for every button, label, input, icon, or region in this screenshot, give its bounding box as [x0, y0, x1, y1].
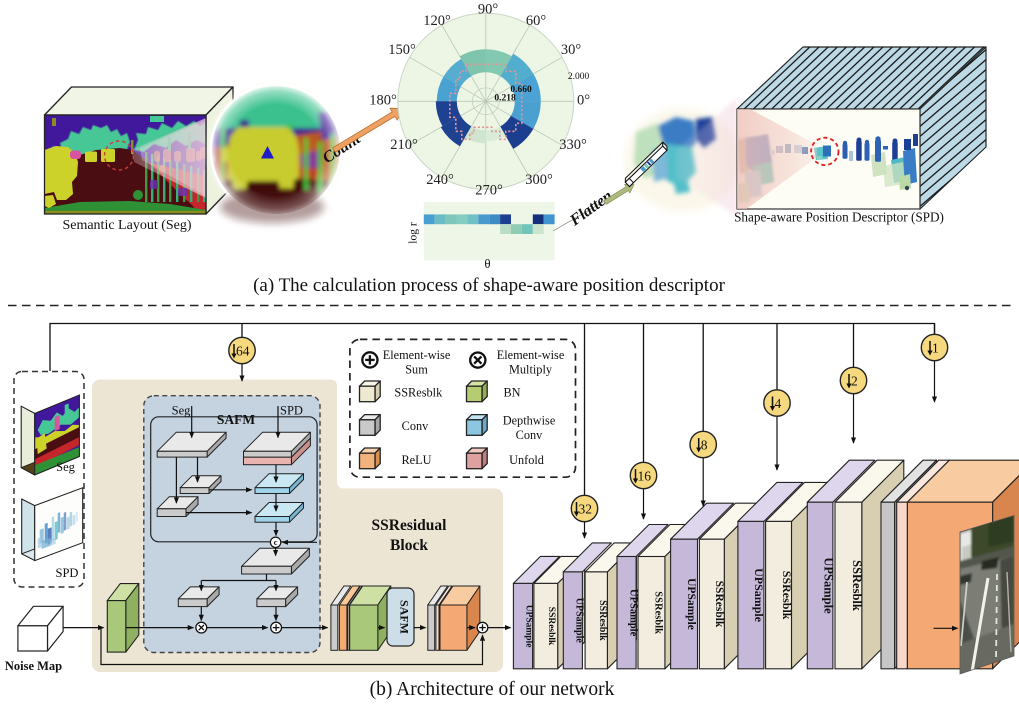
- svg-text:16: 16: [638, 469, 652, 484]
- svg-text:4: 4: [775, 396, 782, 411]
- svg-text:UPSample: UPSample: [752, 568, 766, 623]
- svg-text:c: c: [274, 537, 278, 547]
- svg-text:Conv: Conv: [402, 419, 429, 433]
- svg-text:Seg: Seg: [56, 460, 76, 474]
- svg-text:Unfold: Unfold: [509, 453, 544, 467]
- svg-text:(b) Architecture of our networ: (b) Architecture of our network: [370, 679, 615, 700]
- svg-text:(a) The calculation process of: (a) The calculation process of shape-awa…: [253, 275, 726, 296]
- svg-text:SAFM: SAFM: [217, 412, 256, 427]
- svg-text:Block: Block: [390, 537, 428, 554]
- svg-text:Seg: Seg: [172, 404, 192, 418]
- svg-text:Semantic Layout (Seg): Semantic Layout (Seg): [62, 218, 191, 233]
- svg-text:θ: θ: [484, 256, 490, 271]
- svg-text:2.000: 2.000: [568, 72, 590, 82]
- svg-text:UPSample: UPSample: [685, 578, 697, 630]
- svg-text:90°: 90°: [478, 2, 499, 18]
- svg-text:0.218: 0.218: [494, 94, 516, 104]
- svg-text:Multiply: Multiply: [509, 363, 553, 377]
- svg-text:UPSample: UPSample: [627, 589, 638, 637]
- svg-text:SSResblk: SSResblk: [850, 560, 864, 611]
- svg-text:SSResblk: SSResblk: [780, 571, 794, 620]
- svg-text:150°: 150°: [388, 42, 416, 58]
- svg-text:32: 32: [579, 502, 593, 517]
- svg-text:Element-wise: Element-wise: [497, 348, 565, 362]
- svg-text:Flatten: Flatten: [566, 187, 616, 230]
- svg-text:2: 2: [851, 374, 858, 389]
- svg-text:SSResblk: SSResblk: [546, 607, 556, 646]
- svg-text:SSResblk: SSResblk: [597, 600, 608, 641]
- svg-text:64: 64: [236, 344, 250, 359]
- svg-text:SPD: SPD: [56, 566, 79, 580]
- svg-text:270°: 270°: [475, 183, 503, 199]
- svg-text:ReLU: ReLU: [401, 453, 431, 467]
- svg-text:UPSample: UPSample: [574, 598, 585, 644]
- svg-text:0.660: 0.660: [510, 85, 532, 95]
- svg-text:240°: 240°: [426, 172, 454, 188]
- svg-text:Shape-aware Position Descripto: Shape-aware Position Descriptor (SPD): [734, 210, 944, 225]
- svg-text:UPSample: UPSample: [822, 557, 836, 614]
- svg-text:SPD: SPD: [280, 404, 303, 418]
- svg-text:Depthwise: Depthwise: [503, 414, 556, 428]
- svg-text:30°: 30°: [561, 42, 582, 58]
- svg-text:330°: 330°: [559, 137, 587, 153]
- svg-text:SAFM: SAFM: [398, 600, 412, 634]
- svg-text:Noise Map: Noise Map: [5, 659, 62, 673]
- svg-text:SSResidual: SSResidual: [372, 517, 448, 534]
- svg-text:300°: 300°: [525, 172, 553, 188]
- svg-text:Sum: Sum: [405, 363, 428, 377]
- svg-text:log r: log r: [408, 222, 420, 244]
- svg-text:120°: 120°: [423, 13, 451, 29]
- svg-text:210°: 210°: [390, 137, 418, 153]
- svg-text:UPSample: UPSample: [523, 605, 533, 648]
- svg-text:SSResblk: SSResblk: [394, 386, 443, 400]
- svg-text:BN: BN: [503, 386, 520, 400]
- svg-text:8: 8: [701, 438, 708, 453]
- svg-text:180°: 180°: [369, 93, 397, 109]
- svg-text:0°: 0°: [577, 93, 590, 109]
- svg-text:SSResblk: SSResblk: [713, 581, 725, 628]
- svg-text:60°: 60°: [526, 13, 547, 29]
- svg-text:Conv: Conv: [516, 428, 543, 442]
- svg-text:SSResblk: SSResblk: [652, 591, 663, 634]
- svg-text:Element-wise: Element-wise: [383, 348, 451, 362]
- svg-text:1: 1: [932, 341, 939, 356]
